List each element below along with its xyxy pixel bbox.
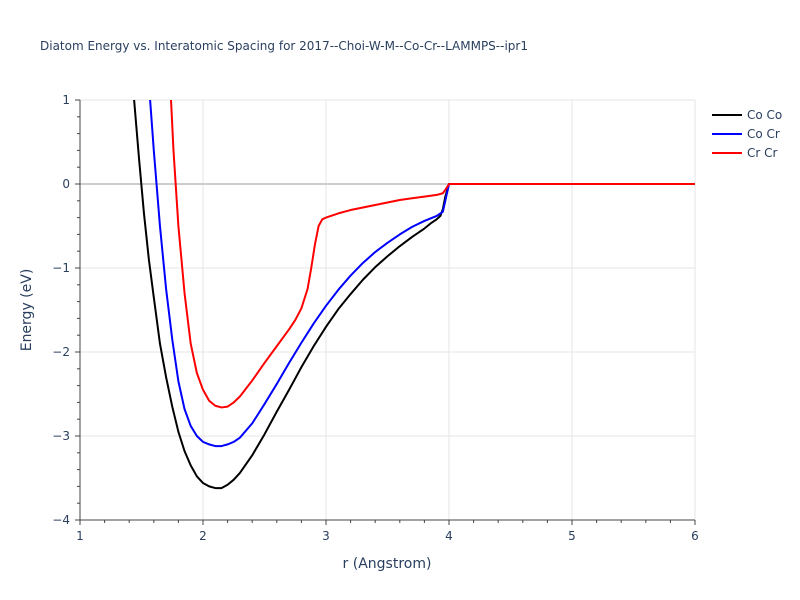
legend[interactable]: Co Co Co Cr Cr Cr	[712, 108, 782, 160]
legend-item-co-cr[interactable]: Co Cr	[712, 127, 780, 141]
x-tick-label: 4	[445, 529, 453, 543]
x-tick-label: 6	[691, 529, 699, 543]
series-line-co-cr[interactable]	[149, 100, 695, 448]
legend-label: Co Cr	[747, 127, 780, 141]
y-tick-label: −4	[52, 513, 70, 527]
legend-label: Co Co	[747, 108, 782, 122]
legend-label: Cr Cr	[747, 146, 778, 160]
chart-title: Diatom Energy vs. Interatomic Spacing fo…	[40, 39, 528, 53]
legend-item-cr-cr[interactable]: Cr Cr	[712, 146, 778, 160]
series-line-co-co[interactable]	[133, 100, 695, 490]
y-tick-label: 1	[62, 93, 70, 107]
tick-label-layer: 1 2 3 4 5 6 −4 −3 −2 −1 0 1	[52, 93, 699, 543]
x-axis-label: r (Angstrom)	[343, 556, 432, 572]
y-axis-label: Energy (eV)	[19, 269, 35, 352]
axis-layer	[75, 99, 696, 525]
x-tick-label: 2	[199, 529, 207, 543]
y-tick-label: −3	[52, 429, 70, 443]
x-tick-label: 5	[568, 529, 576, 543]
x-tick-label: 1	[76, 529, 84, 543]
legend-item-co-co[interactable]: Co Co	[712, 108, 782, 122]
series-line-cr-cr[interactable]	[170, 100, 695, 409]
x-tick-label: 3	[322, 529, 330, 543]
series-layer	[133, 100, 695, 490]
y-tick-label: 0	[62, 177, 70, 191]
y-tick-label: −2	[52, 345, 70, 359]
y-tick-label: −1	[52, 261, 70, 275]
